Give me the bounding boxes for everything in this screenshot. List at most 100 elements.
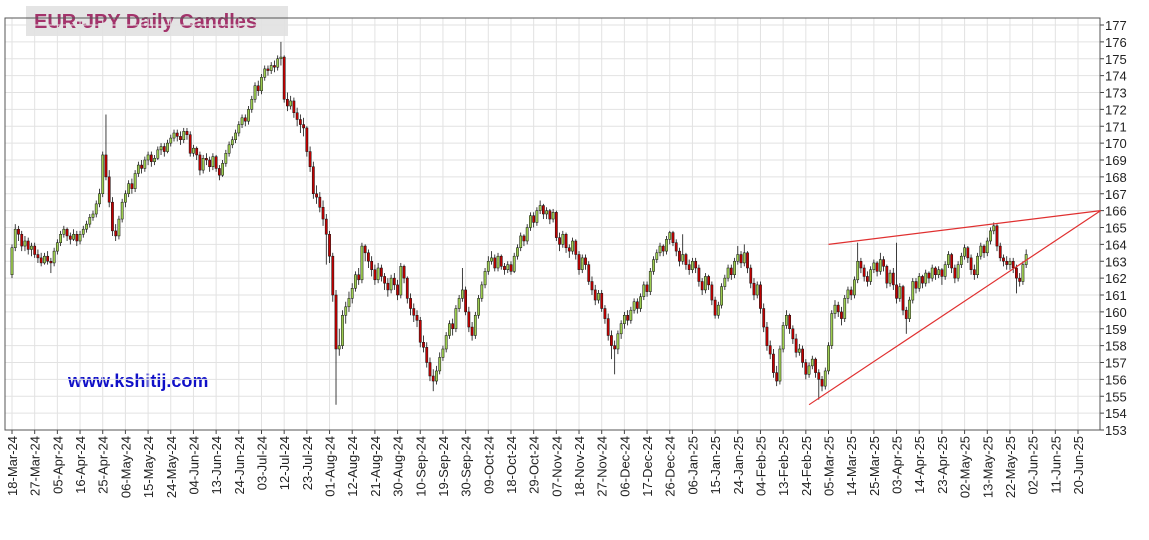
candle-body [253,85,257,100]
candle-body [833,304,837,314]
y-tick-label: 157 [1105,356,1127,371]
x-tick-label: 14-Apr-25 [912,436,927,494]
candle-body [801,348,804,363]
candle-body [817,372,821,380]
candle-body [992,225,996,232]
candle-body [409,298,412,309]
candle-body [298,119,302,125]
candle-body [166,142,169,152]
x-tick-label: 15-Jan-25 [708,436,723,495]
candle-body [671,232,675,243]
candle-body [422,342,425,348]
candle-body [331,255,335,296]
y-tick-label: 174 [1105,69,1127,84]
candle-body [917,276,921,289]
candle-body [159,146,163,151]
candle-body [778,348,782,382]
candle-body [836,304,840,313]
candle-body [678,250,681,262]
candle-body [710,284,714,301]
candle-body [243,117,247,122]
candle-body [1008,261,1012,265]
candle-body [797,348,801,353]
candle-body [622,315,626,324]
y-tick-label: 160 [1105,305,1127,320]
y-tick-label: 170 [1105,136,1127,151]
candle-body [830,313,834,346]
candle-body [674,242,678,252]
candle-body [635,301,639,309]
candle-body [282,56,286,100]
candle-body [133,173,137,189]
y-tick-label: 166 [1105,204,1127,219]
candle-body [1015,267,1018,279]
candle-body [188,134,192,154]
candle-body [979,245,983,257]
candle-body [451,323,455,329]
candle-body [17,228,20,235]
candle-body [120,201,124,220]
candle-body [729,267,733,275]
candle-body [791,328,795,340]
candle-body [460,289,464,299]
candle-body [101,154,105,194]
candle-body [652,259,655,272]
candle-body [885,266,889,284]
candle-body [684,254,688,265]
candle-body [516,247,519,257]
y-tick-label: 177 [1105,18,1127,33]
candle-body [921,276,924,284]
candle-body [794,338,798,353]
candle-body [149,154,153,162]
y-tick-label: 169 [1105,153,1127,168]
x-tick-label: 11-Jun-25 [1048,436,1063,494]
x-tick-label: 16-Apr-24 [73,436,88,494]
candle-body [584,257,587,265]
candle-body [292,100,296,113]
candle-body [399,266,403,296]
candle-body [541,205,545,215]
y-tick-label: 161 [1105,288,1127,303]
candle-body [755,284,759,296]
candle-body [538,205,542,211]
candle-body [175,132,179,137]
candle-body [545,210,549,215]
x-tick-label: 18-Mar-24 [5,436,20,496]
candle-body [927,272,931,279]
candle-body [36,254,40,259]
x-tick-label: 23-Jul-24 [300,436,315,490]
candle-body [519,235,523,248]
candle-body [1011,261,1015,269]
candle-body [610,335,613,346]
candle-body [435,370,438,382]
candle-body [59,234,62,243]
candle-body [600,293,604,309]
x-tick-label: 07-Nov-24 [549,436,564,497]
candle-body [470,326,474,336]
candle-body [431,375,435,382]
candle-body [39,257,43,264]
candle-body [136,164,140,174]
candle-body [412,308,416,316]
candle-body [963,247,966,257]
candle-body [78,234,82,242]
candle-body [467,311,471,328]
candle-body [765,326,769,346]
candle-body [91,213,95,218]
plot-border [4,17,1101,431]
x-tick-label: 13-Jun-24 [209,436,224,495]
watermark: www.kshitij.com [67,371,208,391]
candle-body [211,156,215,167]
candle-body [454,308,458,329]
x-tick-label: 02-May-25 [958,436,973,498]
candle-body [357,274,361,281]
candle-body [972,269,976,275]
x-tick-label: 25-Mar-25 [867,436,882,496]
candle-body [172,132,176,139]
candle-body [279,56,283,59]
candle-body [308,151,312,167]
candle-body [477,298,480,316]
candle-body [20,234,24,247]
candle-body [522,235,526,242]
candle-body [655,252,659,260]
